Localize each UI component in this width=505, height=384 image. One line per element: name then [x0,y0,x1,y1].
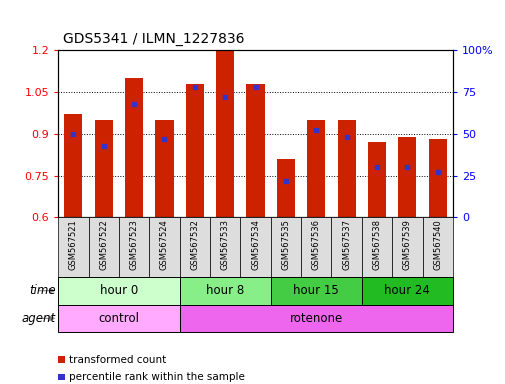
Bar [270,217,300,277]
Bar [119,217,149,277]
Text: GSM567538: GSM567538 [372,219,381,270]
Bar [428,139,446,217]
Text: rotenone: rotenone [289,312,342,325]
Bar [179,217,210,277]
Bar [240,217,270,277]
Text: GSM567534: GSM567534 [250,219,260,270]
Bar [185,84,204,217]
Text: GSM567522: GSM567522 [99,219,108,270]
Bar [149,217,179,277]
Bar [58,305,179,332]
Text: agent: agent [22,312,56,325]
Bar [337,120,355,217]
Text: hour 0: hour 0 [99,284,138,297]
Bar [367,142,385,217]
Text: hour 15: hour 15 [293,284,338,297]
Bar [397,137,416,217]
Text: GSM567540: GSM567540 [432,219,441,270]
Text: GSM567523: GSM567523 [129,219,138,270]
Text: hour 8: hour 8 [206,284,244,297]
Bar [125,78,143,217]
Text: GSM567535: GSM567535 [281,219,290,270]
Text: GSM567532: GSM567532 [190,219,199,270]
Bar [94,120,113,217]
Bar [391,217,422,277]
Bar [276,159,294,217]
Bar [246,84,264,217]
Bar [64,114,82,217]
Text: GSM567521: GSM567521 [69,219,78,270]
Text: control: control [98,312,139,325]
Bar [307,120,325,217]
Bar [361,277,452,305]
Bar [216,50,234,217]
Bar [270,277,361,305]
Text: GSM567537: GSM567537 [341,219,350,270]
Bar [179,277,270,305]
Bar [88,217,119,277]
Text: GSM567536: GSM567536 [311,219,320,270]
Bar [210,217,240,277]
Bar [58,217,88,277]
Text: GSM567533: GSM567533 [220,219,229,270]
Text: hour 24: hour 24 [384,284,429,297]
Text: transformed count: transformed count [69,354,166,364]
Bar [361,217,391,277]
Bar [155,120,173,217]
Bar [422,217,452,277]
Bar [331,217,361,277]
Bar [300,217,331,277]
Text: time: time [29,284,56,297]
Text: GSM567524: GSM567524 [160,219,169,270]
Text: GSM567539: GSM567539 [402,219,411,270]
Bar [179,305,452,332]
Bar [58,277,179,305]
Text: GDS5341 / ILMN_1227836: GDS5341 / ILMN_1227836 [63,33,244,46]
Text: percentile rank within the sample: percentile rank within the sample [69,372,244,382]
